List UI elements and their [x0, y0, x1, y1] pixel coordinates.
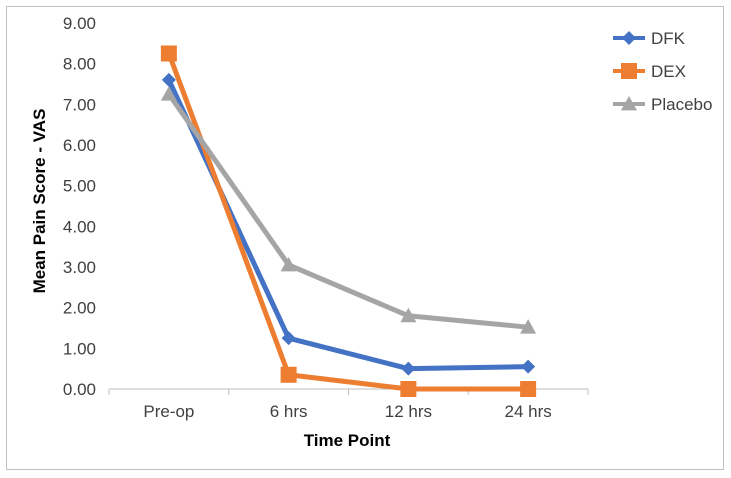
legend: DFK DEX Placebo: [613, 29, 712, 114]
chart-frame: [6, 6, 724, 470]
legend-item-placebo: Placebo: [613, 95, 712, 114]
data-point-placebo: [520, 319, 537, 334]
legend-label-dfk: DFK: [651, 29, 686, 48]
data-point-placebo: [400, 307, 417, 323]
x-tick-label: Pre-op: [143, 402, 194, 421]
y-tick-label: 6.00: [63, 136, 96, 155]
series-line-placebo: [166, 92, 529, 330]
y-axis-title: Mean Pain Score - VAS: [30, 109, 49, 294]
y-tick-label: 5.00: [63, 177, 96, 196]
series-line-dex: [166, 52, 529, 392]
y-tick-label: 8.00: [63, 55, 96, 74]
y-tick-label: 3.00: [63, 258, 96, 277]
x-axis-title: Time Point: [304, 431, 391, 450]
y-tick-label: 0.00: [63, 380, 96, 399]
data-point-dfk: [521, 359, 536, 374]
data-point-dfk: [401, 361, 416, 376]
y-tick-label: 2.00: [63, 299, 96, 318]
series-dfk: [161, 72, 536, 376]
data-point-dex: [160, 45, 177, 62]
legend-marker-dex: [621, 63, 637, 79]
legend-item-dfk: DFK: [613, 29, 686, 48]
legend-marker-placebo: [621, 96, 637, 111]
legend-label-placebo: Placebo: [651, 95, 712, 114]
legend-marker-dfk: [622, 31, 636, 45]
y-tick-label: 9.00: [63, 14, 96, 33]
x-tick-label: 6 hrs: [270, 402, 308, 421]
series-group: [160, 45, 537, 397]
y-tick-label: 7.00: [63, 95, 96, 114]
series-dex: [160, 45, 537, 397]
data-point-dex: [400, 381, 417, 397]
series-placebo: [160, 86, 537, 334]
data-point-dfk: [281, 331, 296, 346]
legend-label-dex: DEX: [651, 62, 686, 81]
y-tick-label: 1.00: [63, 339, 96, 358]
data-point-placebo: [160, 86, 177, 101]
data-point-placebo: [280, 256, 297, 272]
legend-item-dex: DEX: [613, 62, 686, 81]
data-point-dfk: [161, 72, 176, 87]
series-line-dfk: [166, 78, 529, 372]
data-point-dex: [520, 381, 537, 397]
x-axis-ticks: Pre-op 6 hrs 12 hrs 24 hrs: [108, 389, 589, 421]
y-tick-label: 4.00: [63, 217, 96, 236]
x-tick-label: 24 hrs: [505, 402, 552, 421]
y-axis-ticks: 0.00 1.00 2.00 3.00 4.00 5.00 6.00 7.00 8.00 9.00: [63, 14, 96, 399]
x-tick-label: 12 hrs: [385, 402, 432, 421]
data-point-dex: [280, 366, 297, 383]
